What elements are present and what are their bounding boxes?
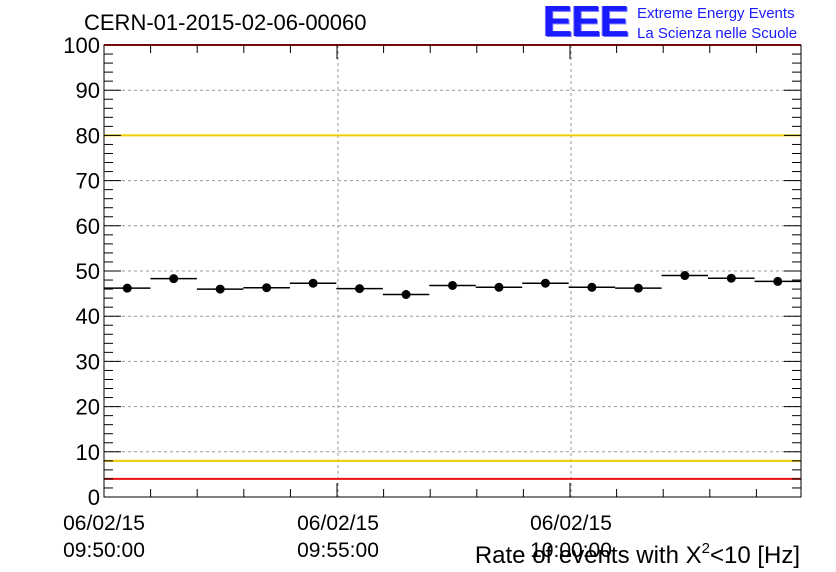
y-tick-label: 60 [76, 214, 100, 239]
y-tick-label: 100 [63, 33, 100, 58]
y-tick-label: 40 [76, 304, 100, 329]
data-point [680, 271, 690, 281]
y-tick-label: 90 [76, 78, 100, 103]
x-axis-label: Rate of events with X2<10 [Hz] [475, 540, 800, 569]
x-tick-label-time: 10:00:00 [530, 539, 612, 562]
data-point [122, 283, 132, 293]
data-point [540, 278, 550, 288]
y-tick-labels: 0 10 20 30 40 50 60 70 80 90 100 [63, 33, 100, 510]
data-point [587, 282, 597, 292]
reference-lines [104, 44, 801, 480]
data-point [401, 290, 411, 300]
data-point [355, 284, 365, 294]
data-point [494, 282, 504, 292]
y-tick-label: 0 [88, 485, 100, 510]
x-tick-label-date: 06/02/15 [63, 512, 145, 535]
y-tick-label: 80 [76, 123, 100, 148]
eee-logo-mark: EEE [543, 0, 629, 46]
y-tick-label: 20 [76, 395, 100, 420]
data-point [215, 284, 225, 294]
y-tick-label: 10 [76, 440, 100, 465]
x-tick-label-time: 09:55:00 [297, 539, 379, 562]
data-point [726, 273, 736, 283]
y-tick-label: 30 [76, 349, 100, 374]
logo-line2: La Scienza nelle Scuole [637, 25, 798, 42]
data-point [773, 276, 783, 286]
data-point [633, 283, 643, 293]
data-points [104, 271, 801, 300]
x-tick-label-date: 06/02/15 [297, 512, 379, 535]
grid-lines [104, 45, 801, 497]
data-point [169, 274, 179, 284]
x-tick-label-time: 09:50:00 [63, 539, 145, 562]
page-title: CERN-01-2015-02-06-00060 [84, 10, 367, 35]
data-point [308, 278, 318, 288]
data-point [448, 280, 457, 290]
y-tick-label: 70 [76, 169, 100, 194]
x-tick-label-date: 06/02/15 [530, 512, 612, 535]
logo-line1: Extreme Energy Events [637, 5, 795, 22]
x-tick-labels: 06/02/15 09:50:00 06/02/15 09:55:00 06/02/15… [63, 512, 612, 562]
y-tick-label: 50 [76, 259, 100, 284]
data-point [262, 283, 272, 293]
axis-ticks [103, 44, 801, 498]
